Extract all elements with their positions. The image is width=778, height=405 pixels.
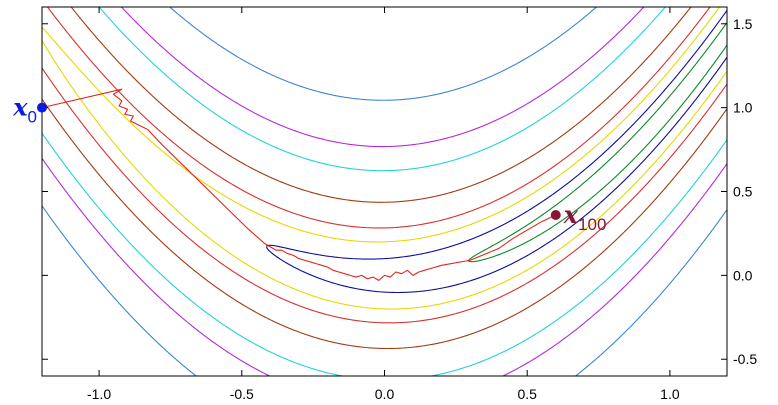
- y-tick-label: -0.5: [733, 351, 757, 367]
- contour-level-6: [42, 7, 727, 376]
- x0-label-main: x: [12, 93, 28, 122]
- x-tick-label: 1.0: [660, 386, 680, 402]
- y-tick-label: 1.0: [733, 100, 753, 116]
- contour-level-5: [42, 7, 727, 376]
- x-tick-label: -1.0: [87, 386, 111, 402]
- contour-level-1: [266, 9, 727, 294]
- x100-label: x100: [563, 200, 607, 234]
- y-tick-label: 0.0: [733, 267, 753, 283]
- path-series-0: [42, 88, 556, 281]
- x-tick-label: -0.5: [230, 386, 254, 402]
- contour-level-0: [467, 21, 727, 263]
- y-tick-label: 1.5: [733, 16, 753, 32]
- contour-level-4: [42, 7, 727, 350]
- y-tick-label: 0.5: [733, 184, 753, 200]
- x0-label: x0: [12, 93, 37, 127]
- x-axis-ticks: -1.0 -0.5 0.0 0.5 1.0: [87, 7, 680, 402]
- x100-label-main: x: [563, 200, 579, 229]
- x100-marker: [550, 209, 561, 220]
- x-tick-label: 0.5: [517, 386, 537, 402]
- y-axis-ticks: 1.5 1.0 0.5 0.0 -0.5: [42, 16, 757, 367]
- x100-label-sub: 100: [578, 215, 606, 234]
- contour-level-3: [42, 7, 727, 324]
- plot-frame: [41, 6, 728, 377]
- x0-label-sub: 0: [28, 108, 37, 127]
- optimization-path: [42, 88, 556, 281]
- contour-level-2: [42, 7, 727, 310]
- contour-level-7: [42, 7, 727, 376]
- x-tick-label: 0.0: [375, 386, 395, 402]
- contour-lines: [42, 7, 727, 376]
- x0-marker: [37, 102, 47, 113]
